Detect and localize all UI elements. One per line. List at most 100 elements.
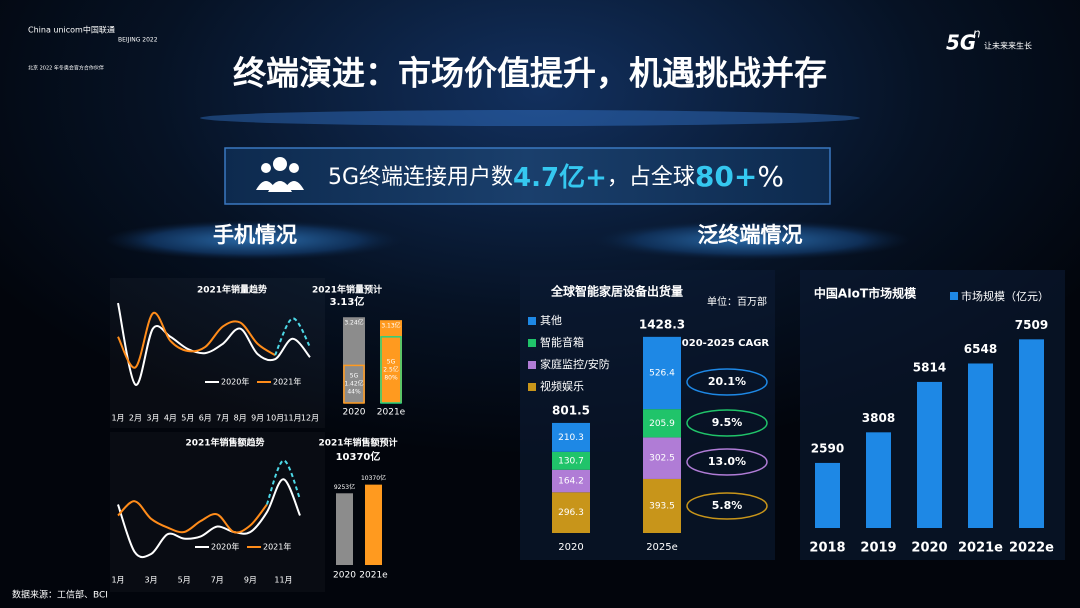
x-tick-label: 2020 xyxy=(911,541,947,556)
x-tick-label: 1月 xyxy=(111,576,124,585)
cagr-ring xyxy=(686,492,768,520)
x-tick-label: 2020 xyxy=(333,571,356,581)
bar xyxy=(968,363,993,528)
x-tick-label: 2019 xyxy=(860,541,896,556)
x-tick-label: 11月 xyxy=(283,414,301,423)
x-tick-label: 12月 xyxy=(301,414,319,423)
line-series xyxy=(265,459,301,505)
bar-segment xyxy=(643,409,681,438)
x-tick-label: 5月 xyxy=(178,576,191,585)
share-label: 44% xyxy=(347,389,361,396)
chart-title: 2021年销售额预计 xyxy=(318,437,397,449)
banner xyxy=(224,147,831,205)
legend-label: 2020年 xyxy=(221,377,249,387)
segment-label: 164.2 xyxy=(558,477,584,487)
x-tick-label: 2月 xyxy=(129,414,142,423)
line-series xyxy=(274,317,311,356)
segment-label: 393.5 xyxy=(649,501,675,511)
source: 数据来源：工信部、BCI xyxy=(12,589,108,601)
legend-label: 2021年 xyxy=(263,542,291,552)
x-tick-label: 2025e xyxy=(646,542,678,553)
banner-highlight-b: 80+ xyxy=(695,160,757,193)
line-series xyxy=(117,311,276,369)
chart-title: 2021年销量预计 xyxy=(312,284,382,296)
part-prefix: 5G xyxy=(387,358,396,365)
x-tick-label: 3月 xyxy=(145,576,158,585)
panel xyxy=(110,432,325,592)
bar-segment xyxy=(552,422,590,452)
slogan: 让未来来生长 xyxy=(984,41,1032,51)
chart-title: 2021年销量趋势 xyxy=(197,284,267,296)
title: 终端演进：市场价值提升，机遇挑战并存 xyxy=(233,54,827,93)
value-label: 9253亿 xyxy=(334,483,355,491)
bar-part xyxy=(343,364,365,404)
x-tick-label: 2021e xyxy=(958,541,1003,556)
line-series xyxy=(117,302,311,386)
legend-swatch xyxy=(528,361,536,369)
segment-label: 210.3 xyxy=(558,433,584,443)
value-label: 7509 xyxy=(1015,318,1048,332)
title-glow xyxy=(200,110,860,126)
segment-label: 526.4 xyxy=(649,368,675,378)
banner-highlight-a: 4.7亿+ xyxy=(513,163,607,193)
olympic: BEIJING 2022 xyxy=(118,37,158,44)
x-tick-label: 2020 xyxy=(343,408,366,418)
bar-part xyxy=(380,336,402,404)
x-tick-label: 2022e xyxy=(1009,541,1054,556)
legend-label: 2021年 xyxy=(273,377,301,387)
cagr-label: 20.1% xyxy=(708,375,746,388)
x-tick-label: 8月 xyxy=(234,414,247,423)
legend-label: 家庭监控/安防 xyxy=(540,357,610,371)
value-label: 2590 xyxy=(811,441,844,455)
value-label: 3.24亿 xyxy=(344,319,363,327)
x-tick-label: 2021e xyxy=(377,408,406,418)
value-label: 10370亿 xyxy=(361,474,386,482)
chart-title: 中国AIoT市场规模 xyxy=(814,286,917,301)
legend-label: 智能音箱 xyxy=(540,335,584,349)
section-title: 泛终端情况 xyxy=(698,223,803,247)
brand: 5G xyxy=(946,31,976,55)
legend-swatch xyxy=(950,292,958,300)
logo: China unicom中国联通 xyxy=(28,25,115,35)
legend-label: 其他 xyxy=(540,314,562,327)
section-disc xyxy=(105,220,405,260)
bar-segment xyxy=(552,469,590,493)
banner-text: 5G终端连接用户数4.7亿+，占全球80+% xyxy=(328,160,784,193)
segment-label: 302.5 xyxy=(649,454,675,464)
value-label: 6548 xyxy=(964,342,997,356)
legend-swatch xyxy=(528,317,536,325)
banner-a: 5G终端连接用户数 xyxy=(328,165,513,190)
bar xyxy=(866,432,891,528)
bar xyxy=(815,462,840,528)
x-tick-label: 6月 xyxy=(199,414,212,423)
legend-label: 市场规模（亿元） xyxy=(961,289,1049,303)
bar-segment xyxy=(643,478,681,533)
segment-label: 205.9 xyxy=(649,419,675,429)
bar-segment xyxy=(552,451,590,470)
segment-label: 130.7 xyxy=(558,456,584,466)
bar xyxy=(343,317,365,403)
legend-swatch xyxy=(528,339,536,347)
cagr-title: 2020-2025 CAGR xyxy=(675,338,770,349)
cagr-ring xyxy=(686,448,768,476)
bar xyxy=(336,493,353,565)
x-tick-label: 11月 xyxy=(274,576,292,585)
x-tick-label: 9月 xyxy=(251,414,264,423)
share-label: 80% xyxy=(384,374,398,381)
chart-highlight: 3.13亿 xyxy=(330,295,365,308)
x-tick-label: 2021e xyxy=(359,571,388,581)
line-series xyxy=(117,500,268,534)
unit: 单位：百万部 xyxy=(707,295,767,308)
value-label: 3808 xyxy=(862,411,895,425)
x-tick-label: 7月 xyxy=(211,576,224,585)
x-tick-label: 1月 xyxy=(111,414,124,423)
people-icon xyxy=(256,157,304,192)
total-label: 1428.3 xyxy=(639,317,685,331)
bar-segment xyxy=(643,336,681,410)
part-label: 2.5亿 xyxy=(383,365,399,373)
chart-title: 全球智能家居设备出货量 xyxy=(550,284,683,299)
x-tick-label: 2020 xyxy=(558,542,583,553)
x-tick-label: 3月 xyxy=(146,414,159,423)
banner-c: % xyxy=(757,160,784,193)
